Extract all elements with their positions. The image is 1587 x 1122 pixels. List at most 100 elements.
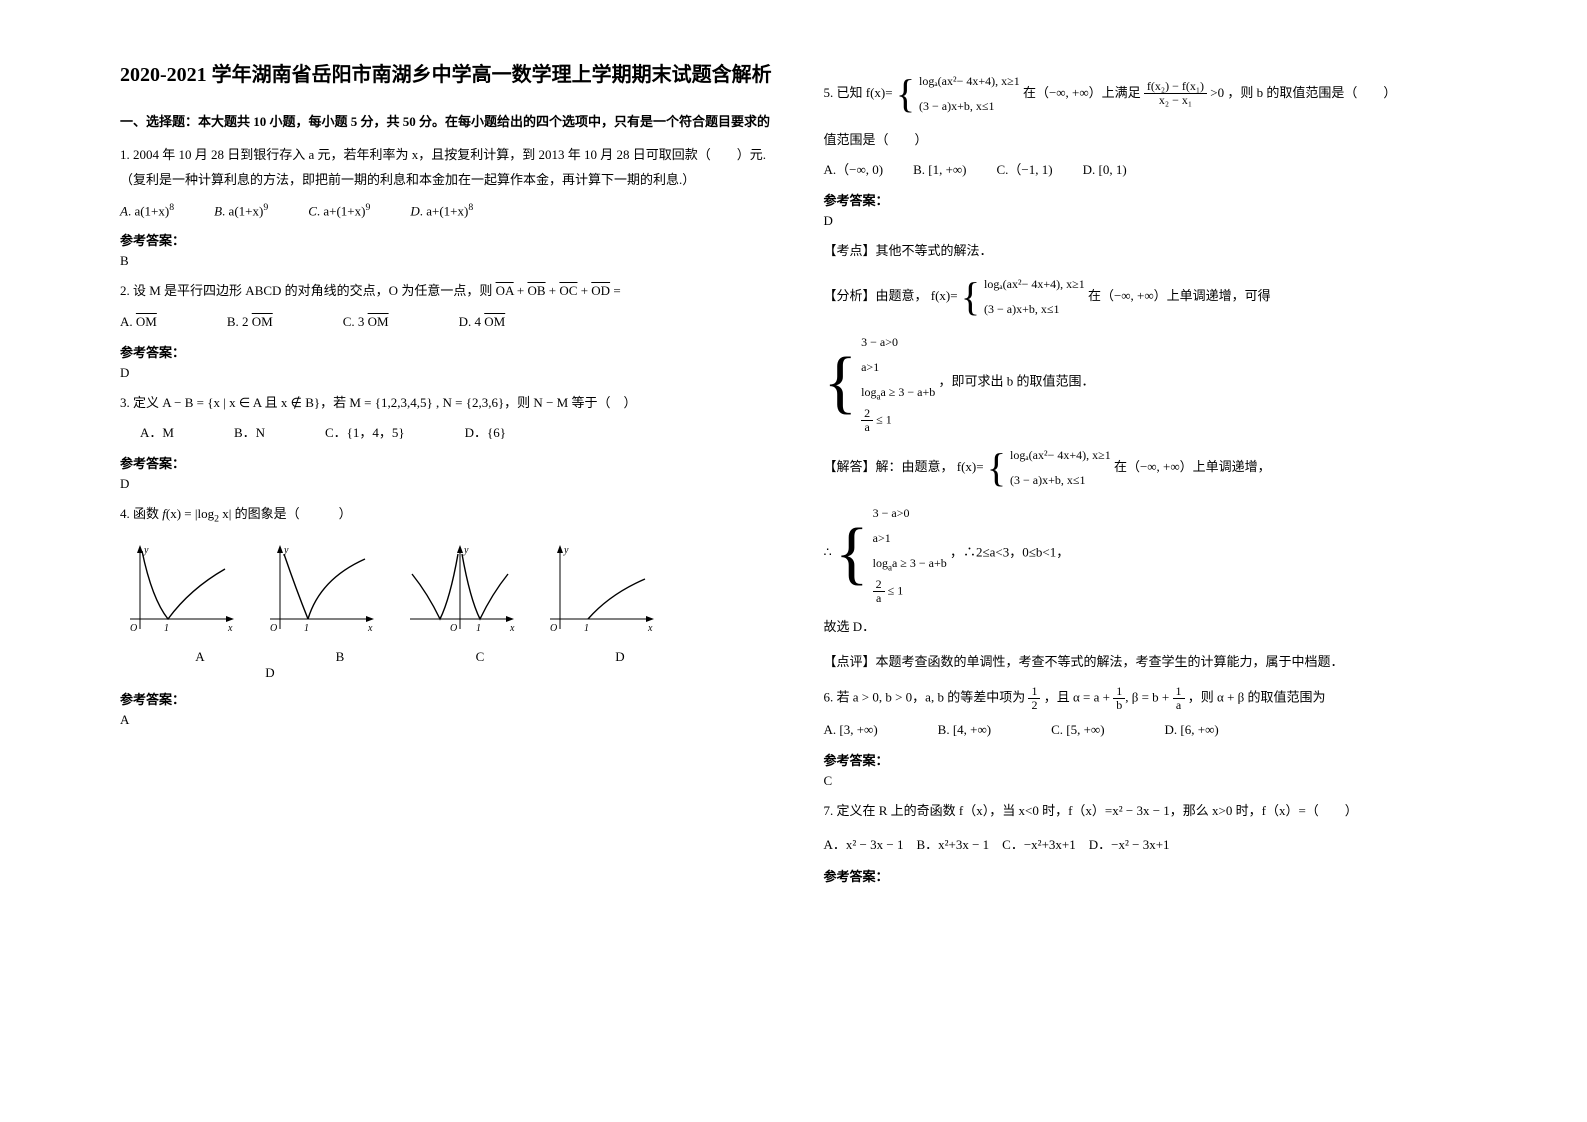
q5-sol-lead: 【解答】解：由题意， — [824, 459, 954, 474]
q4-label-c: C — [410, 649, 550, 665]
q3-opt-a: A．M — [140, 421, 174, 444]
q2-text: 2. 设 M 是平行四边形 ABCD 的对角线的交点，O 为任意一点，则 OA … — [120, 279, 784, 304]
q4-label-d: D — [550, 649, 690, 665]
q5-piecewise-3: { logₐ(ax²− 4x+4), x≥1 (3 − a)x+b, x≤1 — [987, 444, 1111, 492]
q5-sys-brace: { 3 − a>0 a>1 logaa ≥ 3 − a+b 2a ≤ 1 — [824, 331, 936, 434]
svg-text:x: x — [367, 623, 373, 634]
q2-answer-label: 参考答案： — [120, 342, 784, 361]
svg-text:O: O — [450, 623, 457, 634]
q5-kd: 【考点】其他不等式的解法． — [824, 239, 1488, 264]
q5-row1: logₐ(ax²− 4x+4), x≥1 — [919, 70, 1020, 93]
q5-frac-num: f(x₂) − f(x₁) — [1144, 80, 1207, 94]
q5-opt-b: B. [1, +∞) — [913, 158, 966, 181]
q6-half-den: 2 — [1028, 699, 1040, 712]
q2-options: A. OM B. 2 OM C. 3 OM D. 4 OM — [120, 310, 784, 333]
q2-opt-d: D. 4 OM — [459, 310, 506, 333]
q5-gt0: >0 — [1210, 85, 1224, 100]
q1-answer-label: 参考答案： — [120, 230, 784, 249]
q5-tail: ，则 b 的取值范围是（ ） — [1227, 85, 1396, 100]
q1-opt-c: C. a+(1+x)9 — [308, 199, 370, 223]
q5-lead: 5. 已知 — [824, 85, 863, 100]
q5-options: A.（−∞, 0) B. [1, +∞) C.（−1, 1) D. [0, 1) — [824, 158, 1488, 181]
q5-answer: D — [824, 213, 1488, 229]
q2-opt-c: C. 3 OM — [343, 310, 389, 333]
q3-text: 3. 定义 A − B = {x | x ∈ A 且 x ∉ B}，若 M = … — [120, 391, 784, 416]
q5-so: 故选 D． — [824, 615, 1488, 640]
q4-label-d-alt: D — [130, 665, 410, 681]
q4-label-a: A — [130, 649, 270, 665]
q3-options: A．M B．N C．{1，4，5} D．{6} — [140, 421, 784, 444]
q5-sys-brace-2: { 3 − a>0 a>1 logaa ≥ 3 − a+b 2a ≤ 1 — [835, 502, 947, 605]
q5-sys2: a>1 — [861, 356, 935, 379]
q7-answer-label: 参考答案： — [824, 866, 1488, 885]
svg-text:1: 1 — [164, 623, 169, 634]
q5-sys4: 2a ≤ 1 — [861, 407, 935, 434]
q5-tail2: 值范围是（ ） — [824, 128, 1488, 153]
q6-opt-c: C. [5, +∞) — [1051, 718, 1104, 741]
q5-answer-label: 参考答案： — [824, 190, 1488, 209]
q5-mono: 在（−∞, +∞）上单调递增，可得 — [1088, 288, 1271, 303]
q4-graphs: O 1 x y O 1 x y — [120, 539, 784, 639]
svg-text:1: 1 — [476, 623, 481, 634]
q5-r2c: (3 − a)x+b, x≤1 — [1010, 469, 1111, 492]
svg-text:x: x — [647, 623, 653, 634]
q1-opt-a: A. a(1+x)8 — [120, 199, 174, 223]
graph-c: O 1 x y — [400, 539, 520, 639]
q4-answer-label: 参考答案： — [120, 689, 784, 708]
q4-label-b: B — [270, 649, 410, 665]
q6-options: A. [3, +∞) B. [4, +∞) C. [5, +∞) D. [6, … — [824, 718, 1488, 741]
q7-options: A．x² − 3x − 1 B．x²+3x − 1 C．−x²+3x+1 D．−… — [824, 833, 1488, 858]
q5-sys1b: 3 − a>0 — [873, 502, 947, 525]
q4-answer: A — [120, 712, 784, 728]
q6-text-b: ，且 — [1044, 690, 1070, 705]
q5-sys-tail: ，即可求出 b 的取值范围． — [938, 374, 1094, 389]
q1-answer: B — [120, 253, 784, 269]
q6-text-a: 6. 若 a > 0, b > 0，a, b 的等差中项为 — [824, 690, 1026, 705]
q6-opt-a: A. [3, +∞) — [824, 718, 878, 741]
q1-opt-b: B. a(1+x)9 — [214, 199, 268, 223]
q6-opt-d: D. [6, +∞) — [1165, 718, 1219, 741]
q5-row2: (3 − a)x+b, x≤1 — [919, 95, 1020, 118]
q5-frac: f(x₂) − f(x₁) x₂ − x₁ — [1144, 80, 1207, 107]
q5-frac-den: x₂ − x₁ — [1156, 94, 1195, 107]
section-1-heading: 一、选择题：本大题共 10 小题，每小题 5 分，共 50 分。在每小题给出的四… — [120, 110, 784, 133]
svg-text:y: y — [143, 545, 149, 556]
graph-d: O 1 x y — [540, 539, 660, 639]
q5-sys3b: logaa ≥ 3 − a+b — [873, 552, 947, 576]
svg-text:1: 1 — [304, 623, 309, 634]
q5-comment: 【点评】本题考查函数的单调性，考查不等式的解法，考查学生的计算能力，属于中档题． — [824, 650, 1488, 675]
graph-b: O 1 x y — [260, 539, 380, 639]
q5-fx-lead: 【分析】由题意， — [824, 288, 928, 303]
q3-opt-d: D．{6} — [465, 421, 506, 444]
right-column: 5. 已知 f(x)= { logₐ(ax²− 4x+4), x≥1 (3 − … — [804, 60, 1508, 1082]
q5-sys2b: a>1 — [873, 527, 947, 550]
q6-half: 1 2 — [1028, 685, 1040, 712]
q5-system-2: ∴ { 3 − a>0 a>1 logaa ≥ 3 − a+b 2a ≤ 1 ，… — [824, 502, 1488, 605]
svg-text:y: y — [563, 545, 569, 556]
left-column: 2020-2021 学年湖南省岳阳市南湖乡中学高一数学理上学期期末试题含解析 一… — [100, 60, 804, 1082]
q5-sys3: logaa ≥ 3 − a+b — [861, 381, 935, 405]
q1-text: 1. 2004 年 10 月 28 日到银行存入 a 元，若年利率为 x，且按复… — [120, 143, 784, 192]
q7-text: 7. 定义在 R 上的奇函数 f（x），当 x<0 时，f（x）=x² − 3x… — [824, 799, 1488, 824]
svg-text:O: O — [130, 623, 137, 634]
graph-a: O 1 x y — [120, 539, 240, 639]
q5-range: ，∴2≤a<3，0≤b<1， — [950, 545, 1069, 560]
worksheet-page: 2020-2021 学年湖南省岳阳市南湖乡中学高一数学理上学期期末试题含解析 一… — [0, 0, 1587, 1122]
q6-opt-b: B. [4, +∞) — [938, 718, 991, 741]
q5-opt-d: D. [0, 1) — [1083, 158, 1127, 181]
q5-sys4b: 2a ≤ 1 — [873, 578, 947, 605]
q4-graph-labels: A B C D — [130, 649, 784, 665]
q5-mono2: 在（−∞, +∞）上单调递增， — [1114, 459, 1271, 474]
q5-system: { 3 − a>0 a>1 logaa ≥ 3 − a+b 2a ≤ 1 ，即可… — [824, 331, 1488, 434]
svg-text:O: O — [270, 623, 277, 634]
q5-piecewise-2: { logₐ(ax²− 4x+4), x≥1 (3 − a)x+b, x≤1 — [961, 273, 1085, 321]
q1-opt-d: D. a+(1+x)8 — [410, 199, 473, 223]
q3-opt-b: B．N — [234, 421, 265, 444]
q5-r1c: logₐ(ax²− 4x+4), x≥1 — [1010, 444, 1111, 467]
q3-opt-c: C．{1，4，5} — [325, 421, 405, 444]
q5-fx3: f(x)= — [957, 459, 984, 474]
q5-analysis: 【分析】由题意， f(x)= { logₐ(ax²− 4x+4), x≥1 (3… — [824, 273, 1488, 321]
q3-answer: D — [120, 476, 784, 492]
page-title: 2020-2021 学年湖南省岳阳市南湖乡中学高一数学理上学期期末试题含解析 — [120, 60, 784, 90]
q5-line1: 5. 已知 f(x)= { logₐ(ax²− 4x+4), x≥1 (3 − … — [824, 70, 1488, 118]
